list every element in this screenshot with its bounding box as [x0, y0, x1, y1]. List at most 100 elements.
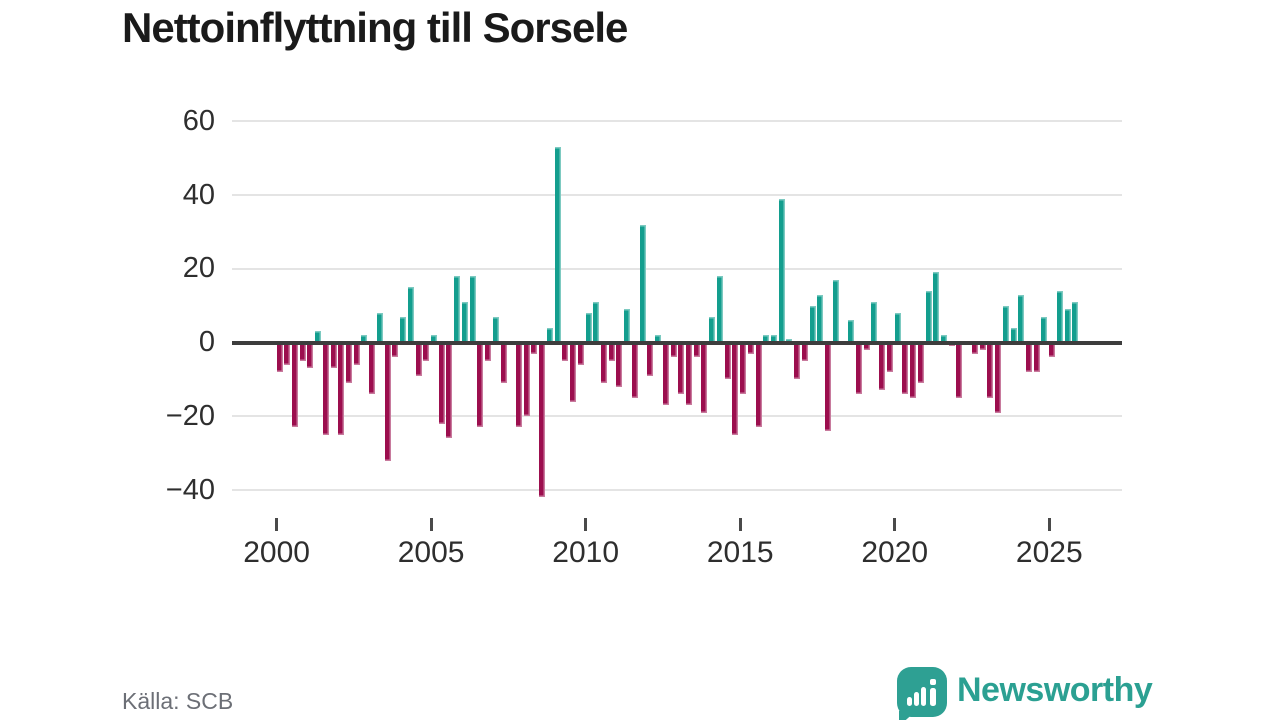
bar-2025Q2 [1056, 290, 1063, 343]
bar-2002Q2 [346, 342, 353, 384]
bar-2023Q2 [995, 342, 1002, 413]
bar-2019Q2 [871, 301, 878, 343]
bar-2009Q2 [562, 342, 569, 361]
bar-2013Q1 [678, 342, 685, 395]
gridline-20 [232, 267, 1122, 270]
bar-2003Q1 [369, 342, 376, 395]
x-axis-tick-2010 [584, 518, 588, 531]
bar-2005Q3 [446, 342, 453, 439]
chart-title: Nettoinflyttning till Sorsele [122, 4, 628, 51]
logo-exclamation-stem-icon [930, 688, 936, 706]
x-axis-label-2005: 2005 [397, 536, 465, 569]
bar-2017Q3 [817, 294, 824, 343]
newsworthy-logo: Newsworthy [897, 665, 1157, 720]
x-axis-label-2010: 2010 [552, 536, 620, 569]
x-axis-label-2015: 2015 [706, 536, 774, 569]
bar-2000Q3 [291, 342, 298, 428]
bar-2016Q4 [794, 342, 801, 380]
bar-2007Q4 [516, 342, 523, 428]
x-axis-tick-2020 [893, 518, 897, 531]
bar-2022Q4 [979, 342, 986, 350]
bar-2011Q2 [624, 309, 631, 343]
bar-2021Q2 [933, 272, 940, 343]
bar-2023Q3 [1002, 305, 1009, 343]
logo-chart-bar-small-icon [907, 697, 912, 706]
bar-2012Q3 [662, 342, 669, 406]
bar-2008Q1 [523, 342, 530, 417]
bar-2011Q3 [631, 342, 638, 398]
bar-2014Q1 [709, 316, 716, 343]
bar-2007Q1 [492, 316, 499, 343]
gridline-60 [232, 120, 1122, 123]
bar-2001Q2 [315, 331, 322, 343]
bar-2020Q4 [917, 342, 924, 384]
bar-2009Q3 [570, 342, 577, 402]
bar-2000Q4 [299, 342, 306, 361]
y-axis-label-0: 0 [198, 326, 215, 358]
bar-2006Q4 [485, 342, 492, 361]
x-axis-tick-2025 [1047, 518, 1051, 531]
bar-2000Q2 [284, 342, 291, 365]
bar-2020Q1 [894, 313, 901, 343]
bar-2008Q4 [546, 327, 553, 343]
bar-2015Q1 [740, 342, 747, 395]
bar-2003Q3 [384, 342, 391, 461]
bar-2014Q4 [732, 342, 739, 435]
zero-axis-line [232, 340, 1122, 345]
bar-2020Q3 [910, 342, 917, 398]
bar-2013Q2 [686, 342, 693, 406]
bar-2009Q1 [554, 147, 561, 343]
bar-2016Q2 [778, 198, 785, 343]
bar-2006Q1 [461, 301, 468, 343]
source-caption: Källa: SCB [122, 688, 234, 714]
bar-2014Q3 [724, 342, 731, 380]
bar-2019Q1 [863, 342, 870, 350]
logo-exclamation-dot-icon [930, 679, 936, 685]
logo-chart-bar-tall-icon [921, 687, 926, 706]
newsworthy-bubble-icon [897, 667, 947, 717]
y-axis-label-20: 20 [182, 252, 215, 285]
bar-2017Q1 [801, 342, 808, 361]
bar-2003Q2 [376, 313, 383, 343]
bar-2005Q1 [431, 335, 438, 343]
bar-2010Q2 [593, 301, 600, 343]
bar-2000Q1 [276, 342, 283, 372]
bar-2004Q1 [400, 316, 407, 343]
bar-2010Q3 [601, 342, 608, 384]
bar-2018Q3 [848, 320, 855, 343]
bar-2006Q2 [469, 276, 476, 343]
bar-2024Q3 [1033, 342, 1040, 372]
bar-2024Q2 [1026, 342, 1033, 372]
y-axis-label--40: −40 [165, 473, 215, 506]
bar-2022Q1 [956, 342, 963, 398]
bar-2002Q3 [353, 342, 360, 365]
bar-2017Q2 [809, 305, 816, 343]
bar-2012Q4 [670, 342, 677, 358]
bar-2017Q4 [825, 342, 832, 431]
bar-2010Q1 [585, 313, 592, 343]
bar-2008Q2 [531, 342, 538, 354]
bar-2023Q4 [1010, 327, 1017, 343]
bar-2003Q4 [392, 342, 399, 358]
bar-2022Q3 [971, 342, 978, 354]
bar-2020Q2 [902, 342, 909, 395]
x-axis-tick-2005 [429, 518, 433, 531]
bar-2019Q4 [886, 342, 893, 372]
bar-2024Q4 [1041, 316, 1048, 343]
bar-2005Q2 [438, 342, 445, 424]
bar-2002Q1 [338, 342, 345, 435]
bar-2023Q1 [987, 342, 994, 398]
y-axis-label-40: 40 [182, 178, 215, 211]
x-axis-tick-2000 [275, 518, 279, 531]
x-axis-tick-2015 [738, 518, 742, 531]
bar-2002Q4 [361, 335, 368, 343]
bar-2018Q1 [832, 279, 839, 343]
bar-2009Q4 [577, 342, 584, 365]
bar-2005Q4 [454, 276, 461, 343]
bar-2021Q1 [925, 290, 932, 343]
x-axis-label-2025: 2025 [1015, 536, 1083, 569]
bar-2015Q2 [747, 342, 754, 354]
bar-2018Q4 [856, 342, 863, 395]
bar-2011Q4 [639, 224, 646, 343]
